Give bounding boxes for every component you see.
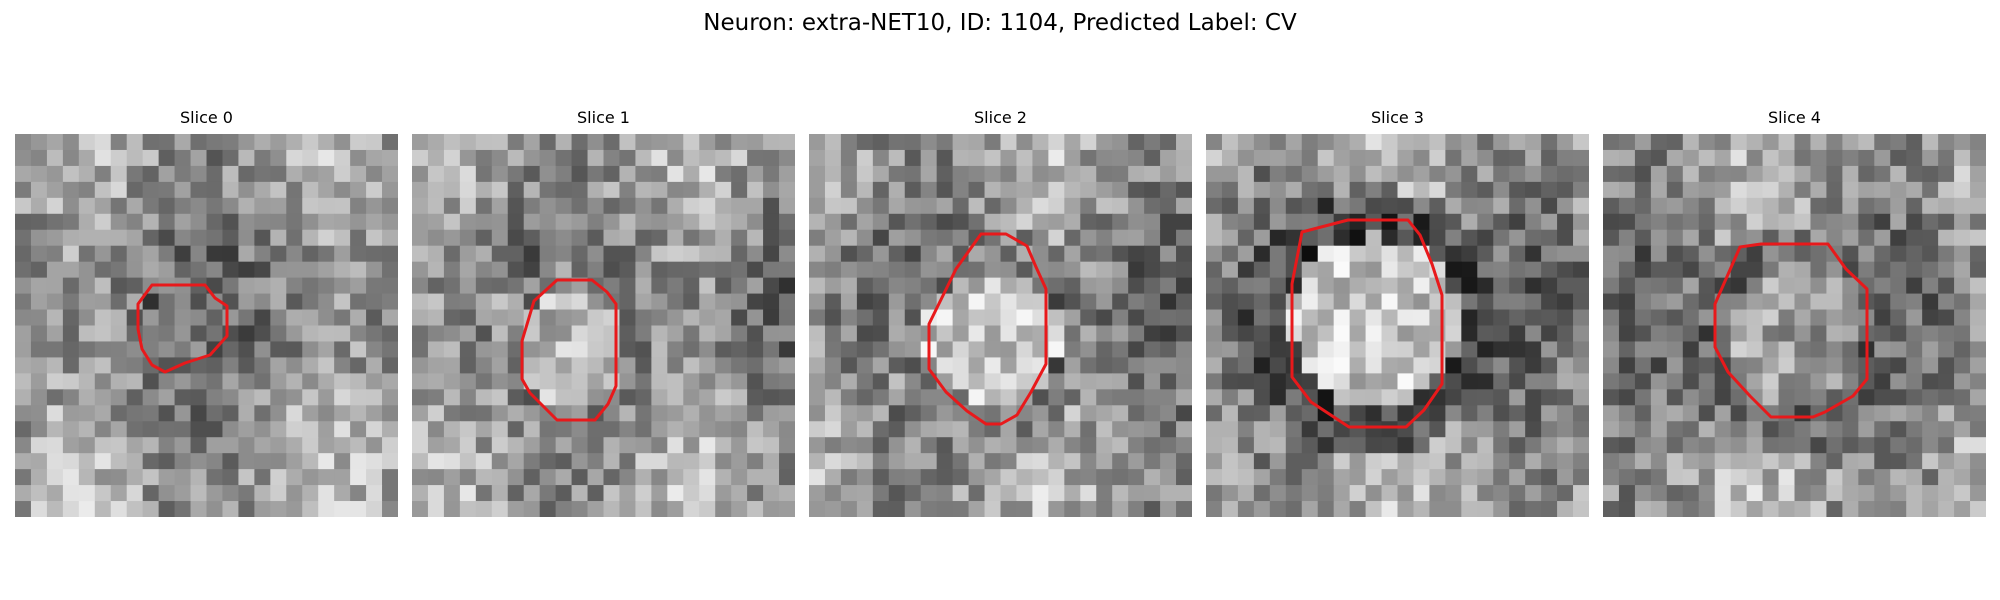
microscopy-patch: [412, 134, 795, 517]
red-octagon-contour: [1290, 218, 1444, 429]
slice-panel-2: Slice 2: [809, 108, 1192, 517]
slice-image: [809, 134, 1192, 517]
microscopy-patch: [809, 134, 1192, 517]
slice-title: Slice 3: [1371, 108, 1424, 127]
microscopy-patch: [1206, 134, 1589, 517]
red-octagon-contour: [927, 232, 1048, 426]
red-octagon-contour: [520, 278, 618, 422]
red-octagon-contour: [1713, 242, 1869, 419]
red-octagon-contour: [136, 283, 229, 374]
slice-title: Slice 2: [974, 108, 1027, 127]
slice-image: [412, 134, 795, 517]
slice-image: [15, 134, 398, 517]
figure-title: Neuron: extra-NET10, ID: 1104, Predicted…: [703, 10, 1297, 36]
slice-panel-0: Slice 0: [15, 108, 398, 517]
slice-image: [1603, 134, 1986, 517]
slice-panel-1: Slice 1: [412, 108, 795, 517]
slice-title: Slice 0: [180, 108, 233, 127]
pixel-grid: [1603, 134, 1986, 517]
slice-title: Slice 1: [577, 108, 630, 127]
pixel-grid: [15, 134, 398, 517]
slice-panel-4: Slice 4: [1603, 108, 1986, 517]
pixel-grid: [809, 134, 1192, 517]
pixel-grid: [412, 134, 795, 517]
slice-image: [1206, 134, 1589, 517]
slice-title: Slice 4: [1768, 108, 1821, 127]
slice-panel-3: Slice 3: [1206, 108, 1589, 517]
microscopy-patch: [15, 134, 398, 517]
pixel-grid: [1206, 134, 1589, 517]
microscopy-patch: [1603, 134, 1986, 517]
